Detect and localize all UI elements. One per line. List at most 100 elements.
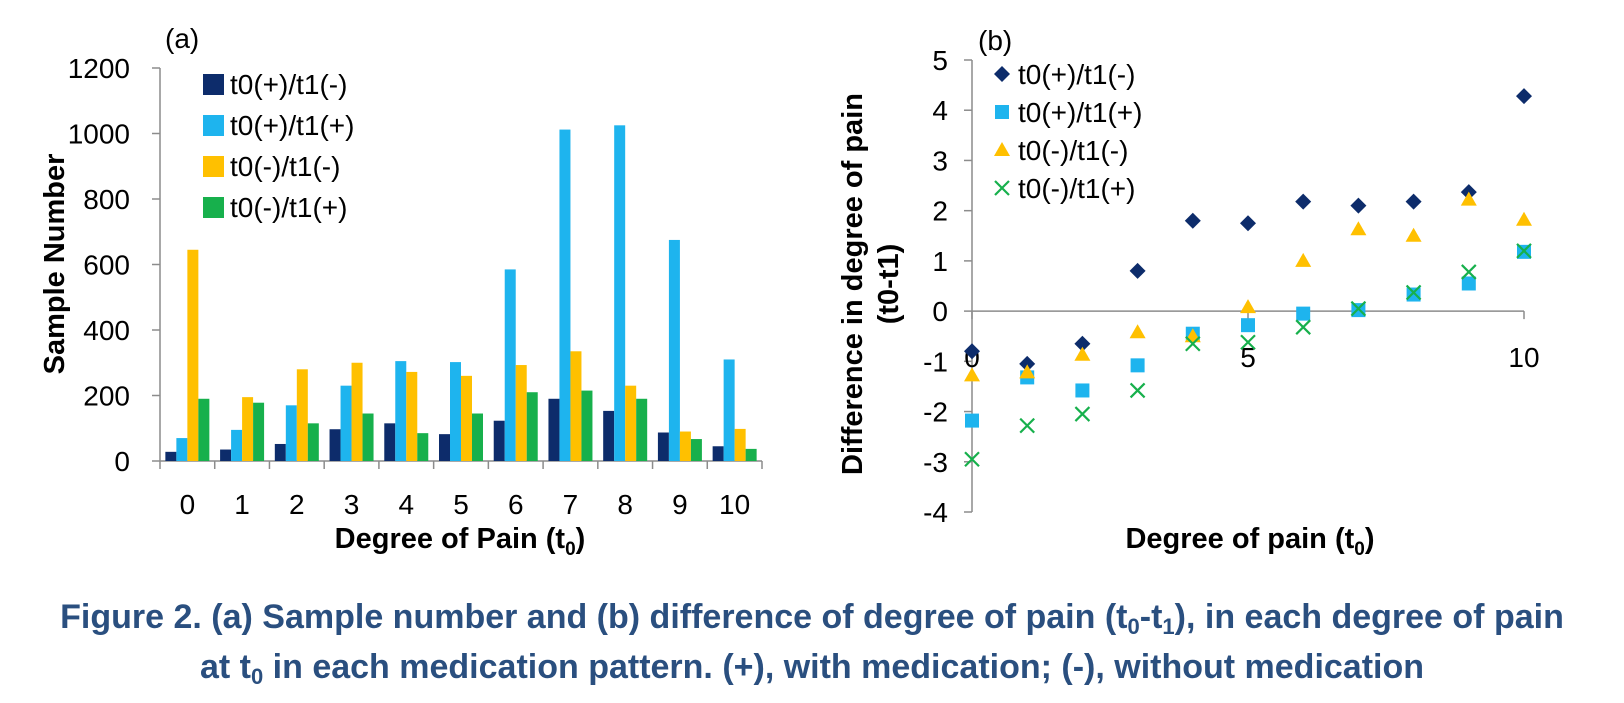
point-3-1 xyxy=(1019,417,1035,434)
point-2-9 xyxy=(1460,191,1477,206)
y-tick-label: 2 xyxy=(932,196,948,227)
legend-marker xyxy=(994,66,1010,82)
y-tick-label: 1000 xyxy=(68,119,130,150)
bar-0-4 xyxy=(384,423,396,461)
legend-swatch xyxy=(203,156,224,177)
caption-line-2: at t0 in each medication pattern. (+), w… xyxy=(0,642,1624,692)
bar-1-10 xyxy=(723,359,735,461)
caption-text: in each medication pattern. (+), with me… xyxy=(263,648,1425,686)
x-tick-label: 5 xyxy=(1240,342,1256,373)
legend-marker xyxy=(994,142,1010,156)
bar-1-2 xyxy=(285,405,297,461)
bar-3-2 xyxy=(307,423,319,461)
y-tick-label: 0 xyxy=(114,446,130,477)
bar-3-0 xyxy=(198,398,210,461)
point-2-3 xyxy=(1129,324,1146,339)
point-3-3 xyxy=(1129,382,1146,399)
caption-text: Figure 2. (a) Sample number and (b) diff… xyxy=(60,598,1128,636)
legend-marker xyxy=(994,180,1010,196)
x-tick-label: 7 xyxy=(563,489,579,520)
point-2-6 xyxy=(1295,252,1312,267)
y-tick-label: 4 xyxy=(932,95,948,126)
x-tick-label: 4 xyxy=(398,489,414,520)
point-0-0 xyxy=(964,343,980,360)
bar-1-4 xyxy=(395,361,407,461)
x-tick-label: 3 xyxy=(344,489,360,520)
point-3-10 xyxy=(1516,243,1532,259)
x-axis-title: Degree of pain (t0) xyxy=(1125,523,1374,560)
point-1-2 xyxy=(1075,383,1090,398)
y-tick-label: 0 xyxy=(932,296,948,327)
bar-0-5 xyxy=(439,434,450,461)
point-2-0 xyxy=(964,367,980,382)
caption-subscript: 0 xyxy=(250,664,264,689)
legend-label: t0(-)/t1(-) xyxy=(1018,135,1128,166)
y-axis-title: Sample Number xyxy=(39,154,71,375)
y-tick-label: -2 xyxy=(923,397,948,428)
point-3-5 xyxy=(1240,334,1256,351)
legend-label: t0(+)/t1(-) xyxy=(230,69,347,100)
point-3-2 xyxy=(1074,406,1091,422)
y-tick-label: 1200 xyxy=(68,53,130,84)
point-0-6 xyxy=(1295,193,1312,210)
point-2-8 xyxy=(1405,227,1422,242)
chart-b: -4-3-2-10123450510t0(+)/t1(-)t0(+)/t1(+)… xyxy=(837,25,1540,560)
x-tick-label: 1 xyxy=(234,489,250,520)
point-1-3 xyxy=(1130,358,1145,373)
panel-label: (b) xyxy=(978,25,1012,56)
y-tick-label: 3 xyxy=(932,145,948,176)
x-tick-label: 0 xyxy=(180,489,196,520)
caption-text: at t xyxy=(199,648,251,686)
point-1-5 xyxy=(1241,318,1255,333)
point-3-8 xyxy=(1405,284,1422,301)
x-tick-label: 2 xyxy=(289,489,305,520)
y-tick-label: -4 xyxy=(923,497,948,528)
x-tick-label: 6 xyxy=(508,489,524,520)
point-3-6 xyxy=(1295,319,1311,335)
y-axis-title: Difference in degree of pain (t0-t1) xyxy=(837,93,905,475)
point-2-5 xyxy=(1240,299,1256,314)
bar-2-0 xyxy=(187,249,199,461)
point-1-0 xyxy=(965,413,979,428)
legend-swatch xyxy=(203,74,224,95)
legend-label: t0(-)/t1(+) xyxy=(1018,173,1135,204)
bar-0-6 xyxy=(493,420,505,461)
y-tick-label: 200 xyxy=(83,381,130,412)
point-3-9 xyxy=(1461,264,1477,280)
bar-2-2 xyxy=(296,369,308,461)
bar-3-10 xyxy=(745,448,757,461)
point-3-7 xyxy=(1350,300,1367,317)
legend-label: t0(+)/t1(+) xyxy=(1018,97,1142,128)
bar-3-9 xyxy=(690,439,702,461)
bar-3-1 xyxy=(253,402,265,461)
caption-text: -t xyxy=(1139,598,1163,636)
point-0-1 xyxy=(1019,355,1036,372)
bar-1-8 xyxy=(614,125,626,461)
bar-1-1 xyxy=(231,429,243,461)
bar-2-8 xyxy=(625,385,637,461)
bar-3-7 xyxy=(581,390,593,461)
point-2-7 xyxy=(1350,221,1367,236)
point-2-1 xyxy=(1019,364,1036,379)
y-tick-label: -1 xyxy=(923,346,948,377)
bar-3-8 xyxy=(636,398,648,461)
bar-0-3 xyxy=(329,429,341,461)
point-3-4 xyxy=(1185,335,1201,352)
point-3-0 xyxy=(964,451,980,468)
legend-swatch xyxy=(203,115,224,136)
point-0-7 xyxy=(1350,197,1367,214)
point-1-6 xyxy=(1296,306,1311,321)
bar-0-10 xyxy=(712,446,724,461)
point-0-8 xyxy=(1405,193,1422,210)
x-tick-label: 5 xyxy=(453,489,469,520)
legend-label: t0(-)/t1(-) xyxy=(230,151,340,182)
figure-caption: Figure 2. (a) Sample number and (b) diff… xyxy=(0,592,1624,692)
x-axis-title: Degree of Pain (t0) xyxy=(335,523,586,560)
bar-2-4 xyxy=(406,371,418,461)
bar-2-10 xyxy=(734,428,746,461)
point-0-4 xyxy=(1184,212,1201,229)
bar-1-6 xyxy=(504,269,516,461)
bar-0-9 xyxy=(657,432,669,461)
bar-3-3 xyxy=(362,413,374,461)
bar-0-7 xyxy=(548,398,560,461)
